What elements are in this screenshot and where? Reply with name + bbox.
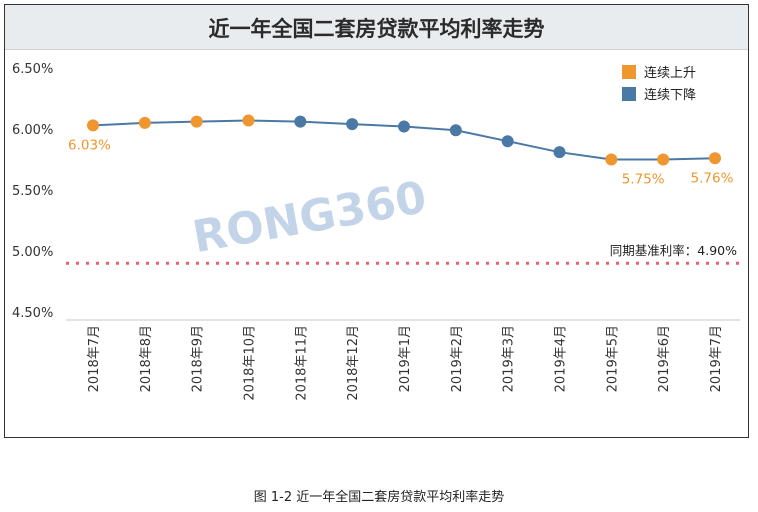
data-point: [398, 120, 410, 133]
data-point: [657, 153, 670, 166]
x-tick-label: 2018年9月: [191, 325, 206, 392]
data-point: [553, 146, 566, 159]
data-label: 5.75%: [622, 172, 665, 188]
y-tick-label: 5.00%: [12, 245, 53, 260]
x-tick-label: 2019年3月: [502, 325, 517, 392]
series-line-segment: [196, 119, 249, 123]
series-line-segment: [455, 129, 508, 143]
y-axis-labels: 6.50% 6.00% 5.50% 5.00% 4.50%: [12, 62, 53, 321]
data-point: [294, 115, 307, 128]
y-tick-label: 5.50%: [12, 184, 53, 199]
x-tick-label: 2019年6月: [657, 325, 672, 392]
series-line-segment: [352, 123, 405, 128]
data-point: [501, 135, 514, 148]
x-tick-label: 2019年2月: [450, 325, 465, 392]
series-line-segment: [663, 157, 716, 161]
data-label: 5.76%: [691, 170, 734, 186]
line-chart: 6.50% 6.00% 5.50% 5.00% 4.50% RONG360 同期基准利率：…: [12, 62, 740, 401]
series-line-segment: [248, 119, 301, 123]
series-line-segment: [92, 121, 145, 127]
x-tick-label: 2019年1月: [398, 325, 413, 392]
data-point: [605, 153, 618, 166]
data-point: [346, 118, 359, 131]
x-tick-label: 2018年7月: [87, 325, 102, 392]
reference-line-label: 同期基准利率：4.90%: [610, 243, 737, 258]
y-tick-label: 6.50%: [12, 62, 53, 77]
data-point: [242, 114, 255, 127]
series-line-segment: [559, 151, 612, 161]
x-tick-label: 2018年10月: [243, 325, 258, 401]
data-label: 6.03%: [68, 137, 111, 153]
x-tick-label: 2019年7月: [709, 325, 724, 392]
x-tick-label: 2018年11月: [294, 325, 309, 401]
series-line-segment: [144, 120, 197, 124]
series-line-segment: [300, 120, 353, 126]
x-tick-label: 2019年5月: [605, 325, 620, 392]
legend-swatch: [622, 87, 636, 101]
legend-swatch: [622, 65, 636, 79]
chart-title: 近一年全国二套房贷款平均利率走势: [208, 17, 545, 41]
plot-area: RONG360 同期基准利率：4.90% 6.03% 5.75% 5.76%: [66, 114, 740, 321]
series-line-segment: [507, 140, 560, 154]
x-tick-label: 2018年8月: [139, 325, 154, 392]
data-point: [87, 119, 99, 132]
x-axis-labels: 2018年7月 2018年8月 2018年9月 2018年10月 2018年11月 201…: [87, 325, 724, 401]
series-line-segment: [403, 125, 456, 132]
watermark: RONG360: [189, 172, 430, 263]
y-tick-label: 6.00%: [12, 123, 53, 138]
legend-label: 连续上升: [644, 65, 696, 81]
data-point: [709, 152, 721, 165]
data-point: [138, 116, 151, 129]
legend-label: 连续下降: [644, 87, 696, 103]
title-band: 近一年全国二套房贷款平均利率走势: [5, 5, 748, 50]
figure-caption: 图 1-2 近一年全国二套房贷款平均利率走势: [253, 490, 505, 505]
data-point: [449, 124, 462, 137]
y-tick-label: 4.50%: [12, 306, 53, 321]
x-tick-label: 2018年12月: [346, 325, 361, 401]
x-tick-label: 2019年4月: [554, 325, 569, 392]
data-point: [190, 115, 203, 128]
